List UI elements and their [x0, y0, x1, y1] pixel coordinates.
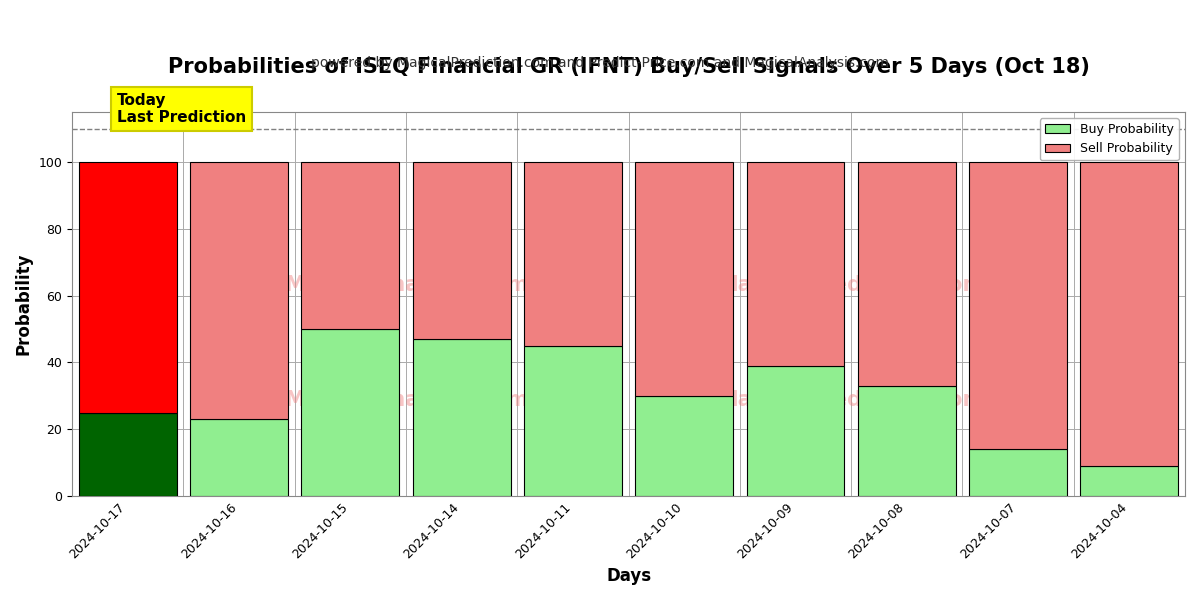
Text: powered by MagicalPrediction.com and Predict-Price.com and MagicalAnalysis.com: powered by MagicalPrediction.com and Pre…	[311, 56, 889, 70]
Bar	[413, 339, 511, 496]
Bar	[79, 162, 176, 413]
Bar	[190, 419, 288, 496]
Text: MagicalAnalysis.com: MagicalAnalysis.com	[283, 275, 528, 295]
Y-axis label: Probability: Probability	[16, 253, 34, 355]
Bar	[301, 329, 400, 496]
Bar	[524, 162, 622, 346]
Bar	[1080, 162, 1178, 466]
Bar	[746, 162, 845, 366]
Title: Probabilities of ISEQ Financial GR (IFNT) Buy/Sell Signals Over 5 Days (Oct 18): Probabilities of ISEQ Financial GR (IFNT…	[168, 57, 1090, 77]
Bar	[635, 396, 733, 496]
Bar	[190, 162, 288, 419]
Legend: Buy Probability, Sell Probability: Buy Probability, Sell Probability	[1040, 118, 1178, 160]
Bar	[413, 162, 511, 339]
Bar	[970, 449, 1067, 496]
Bar	[524, 346, 622, 496]
Bar	[746, 366, 845, 496]
Bar	[858, 386, 955, 496]
X-axis label: Days: Days	[606, 567, 652, 585]
Bar	[1080, 466, 1178, 496]
Bar	[858, 162, 955, 386]
Bar	[79, 413, 176, 496]
Text: MagicalAnalysis.com: MagicalAnalysis.com	[283, 390, 528, 410]
Bar	[301, 162, 400, 329]
Bar	[970, 162, 1067, 449]
Text: Today
Last Prediction: Today Last Prediction	[116, 93, 246, 125]
Text: MagicalPrediction.com: MagicalPrediction.com	[718, 390, 985, 410]
Bar	[635, 162, 733, 396]
Text: MagicalPrediction.com: MagicalPrediction.com	[718, 275, 985, 295]
